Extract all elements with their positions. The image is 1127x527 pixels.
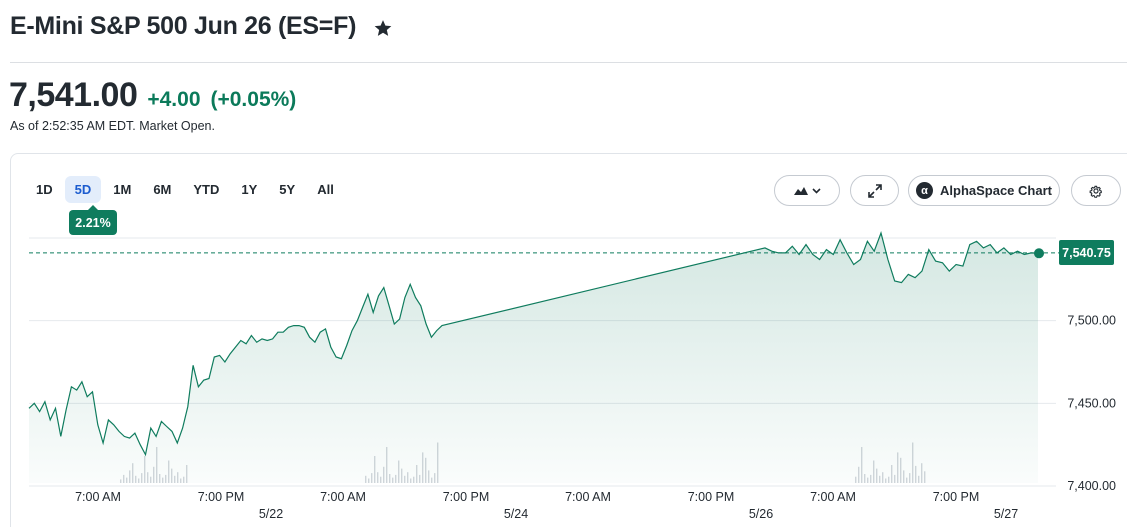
last-price: 7,541.00 <box>9 76 138 114</box>
range-tab-all[interactable]: All <box>317 182 334 197</box>
expand-arrows-icon <box>867 183 882 198</box>
gear-icon <box>1089 185 1102 198</box>
range-tab-5y[interactable]: 5Y <box>279 182 296 197</box>
price-chart[interactable]: 7,500.00 7,450.00 7,400.00 7:00 AM 7:00 PM 7… <box>0 225 1127 527</box>
x-date-label: 5/24 <box>504 507 528 521</box>
expand-chart-button[interactable] <box>850 175 899 206</box>
quote-header: E-Mini S&P 500 Jun 26 (ES=F) <box>10 10 393 42</box>
price-change: +4.00 <box>147 88 201 111</box>
chart-settings-button[interactable] <box>1071 175 1121 206</box>
as-of-timestamp: As of 2:52:35 AM EDT. Market Open. <box>10 119 215 133</box>
last-price-label: 7,540.75 <box>1059 240 1114 265</box>
price-row: 7,541.00 +4.00 (+0.05%) <box>9 76 296 115</box>
range-tabs: 1D 5D 1M 6M YTD 1Y 5Y All <box>26 176 346 203</box>
alphaspace-logo-icon: α <box>916 182 933 199</box>
x-tick-label: 7:00 AM <box>320 490 366 504</box>
x-tick-label: 7:00 PM <box>198 490 245 504</box>
range-tab-1d[interactable]: 1D <box>36 182 53 197</box>
header-divider <box>10 62 1127 63</box>
y-tick-label: 7,450.00 <box>1067 396 1116 410</box>
price-area <box>29 233 1038 483</box>
y-tick-label: 7,400.00 <box>1067 479 1116 493</box>
price-change-percent: (+0.05%) <box>210 88 297 111</box>
chart-type-button[interactable] <box>774 175 840 206</box>
mountain-chart-icon <box>794 186 821 195</box>
x-date-label: 5/27 <box>994 507 1018 521</box>
x-date-label: 5/22 <box>259 507 283 521</box>
alphaspace-chart-label: AlphaSpace Chart <box>940 183 1052 198</box>
x-date-label: 5/26 <box>749 507 773 521</box>
x-tick-label: 7:00 AM <box>565 490 611 504</box>
y-tick-label: 7,500.00 <box>1067 314 1116 328</box>
page-title: E-Mini S&P 500 Jun 26 (ES=F) <box>10 11 357 40</box>
star-icon[interactable] <box>373 18 393 38</box>
x-tick-label: 7:00 AM <box>810 490 856 504</box>
range-tab-5d[interactable]: 5D <box>64 176 102 203</box>
x-tick-label: 7:00 PM <box>443 490 490 504</box>
x-tick-label: 7:00 PM <box>933 490 980 504</box>
price-line <box>28 231 1039 457</box>
range-tab-ytd[interactable]: YTD <box>193 182 220 197</box>
alphaspace-chart-button[interactable]: α AlphaSpace Chart <box>908 175 1060 206</box>
range-tab-1m[interactable]: 1M <box>113 182 132 197</box>
range-tab-6m[interactable]: 6M <box>153 182 172 197</box>
last-price-marker <box>1034 248 1044 259</box>
range-tab-1y[interactable]: 1Y <box>241 182 258 197</box>
x-tick-label: 7:00 AM <box>75 490 121 504</box>
range-performance-badge: 2.21% <box>69 205 117 235</box>
x-tick-label: 7:00 PM <box>688 490 735 504</box>
